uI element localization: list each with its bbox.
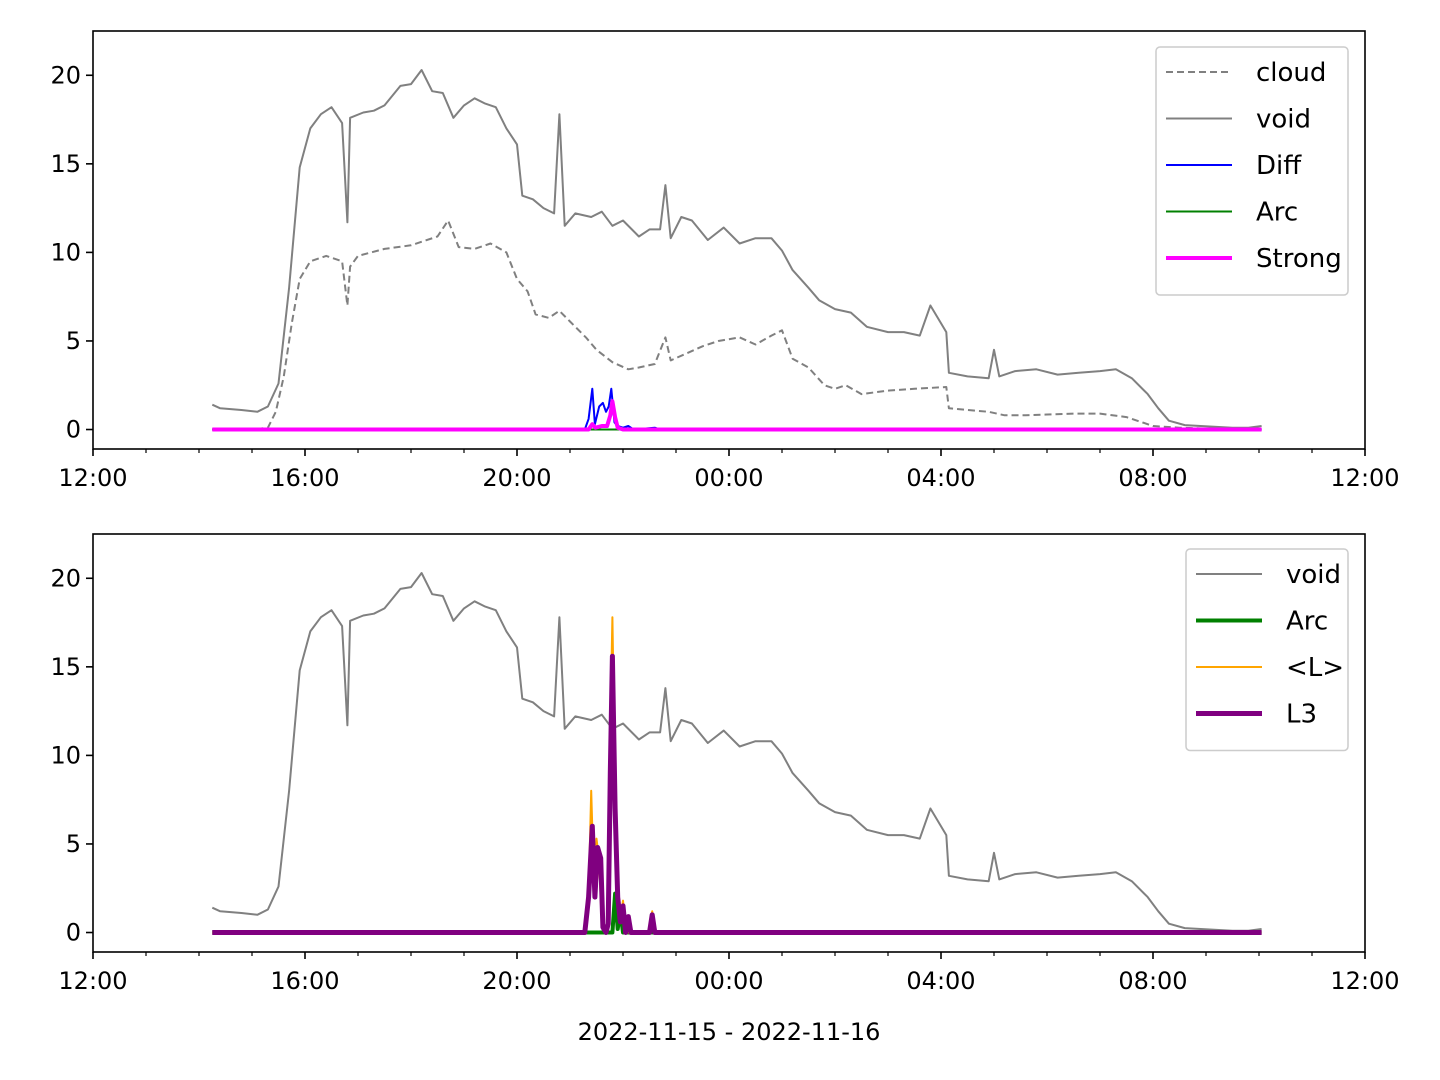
bottom-x-tick-label: 08:00: [1118, 967, 1187, 995]
bottom-x-axis-label: 2022-11-15 - 2022-11-16: [578, 1018, 881, 1046]
top-x-tick-label: 00:00: [694, 464, 763, 492]
bottom-x-tick-label: 12:00: [1330, 967, 1399, 995]
bottom-legend-label: void: [1286, 560, 1341, 590]
top-legend: cloud void Diff Arc Strong: [1155, 46, 1349, 296]
bottom-y-ticks: 0 5 10 15 20: [50, 564, 93, 947]
top-x-tick-label: 12:00: [58, 464, 127, 492]
top-y-tick-label: 20: [50, 61, 81, 89]
top-y-tick-label: 0: [66, 416, 81, 444]
bottom-x-tick-label: 20:00: [482, 967, 551, 995]
bottom-y-tick-label: 0: [66, 919, 81, 947]
top-legend-label: Arc: [1256, 198, 1298, 228]
top-x-tick-label: 16:00: [270, 464, 339, 492]
top-legend-label: cloud: [1256, 58, 1326, 88]
top-series-strong-line: [212, 399, 1262, 432]
bottom-x-tick-label: 00:00: [694, 967, 763, 995]
bottom-series-l3-line: [212, 653, 1262, 935]
top-x-tick-label: 04:00: [906, 464, 975, 492]
bottom-x-tick-label: 12:00: [58, 967, 127, 995]
top-legend-label: Diff: [1256, 151, 1302, 181]
bottom-y-tick-label: 5: [66, 830, 81, 858]
bottom-legend-box: [1185, 548, 1349, 752]
bottom-y-tick-label: 10: [50, 741, 81, 769]
top-legend-box: [1155, 46, 1349, 296]
top-legend-label: Strong: [1256, 244, 1342, 274]
bottom-plot-lines: [211, 572, 1262, 935]
top-x-tick-label: 20:00: [482, 464, 551, 492]
top-plot-lines: [211, 69, 1262, 432]
bottom-legend-label: Arc: [1286, 607, 1328, 637]
top-x-ticks: 12:00 16:00 20:00 00:00 04:00 08:00 12:00: [58, 449, 1400, 492]
top-y-ticks: 0 5 10 15 20: [50, 61, 93, 444]
bottom-legend: void Arc <L> L3: [1185, 548, 1349, 752]
bottom-y-tick-label: 20: [50, 564, 81, 592]
bottom-x-tick-label: 04:00: [906, 967, 975, 995]
top-legend-label: void: [1256, 105, 1311, 135]
top-series-void-line: [211, 69, 1262, 429]
top-y-tick-label: 5: [66, 327, 81, 355]
top-y-tick-label: 10: [50, 238, 81, 266]
top-x-tick-label: 12:00: [1330, 464, 1399, 492]
top-y-tick-label: 15: [50, 150, 81, 178]
bottom-x-tick-label: 16:00: [270, 967, 339, 995]
bottom-x-ticks: 12:00 16:00 20:00 00:00 04:00 08:00 12:00: [58, 952, 1400, 995]
bottom-legend-label: <L>: [1286, 653, 1344, 683]
top-x-tick-label: 08:00: [1118, 464, 1187, 492]
bottom-legend-label: L3: [1286, 700, 1317, 730]
bottom-series-arc-line: [212, 891, 1262, 935]
bottom-series-void-line: [211, 572, 1262, 932]
bottom-y-tick-label: 15: [50, 653, 81, 681]
